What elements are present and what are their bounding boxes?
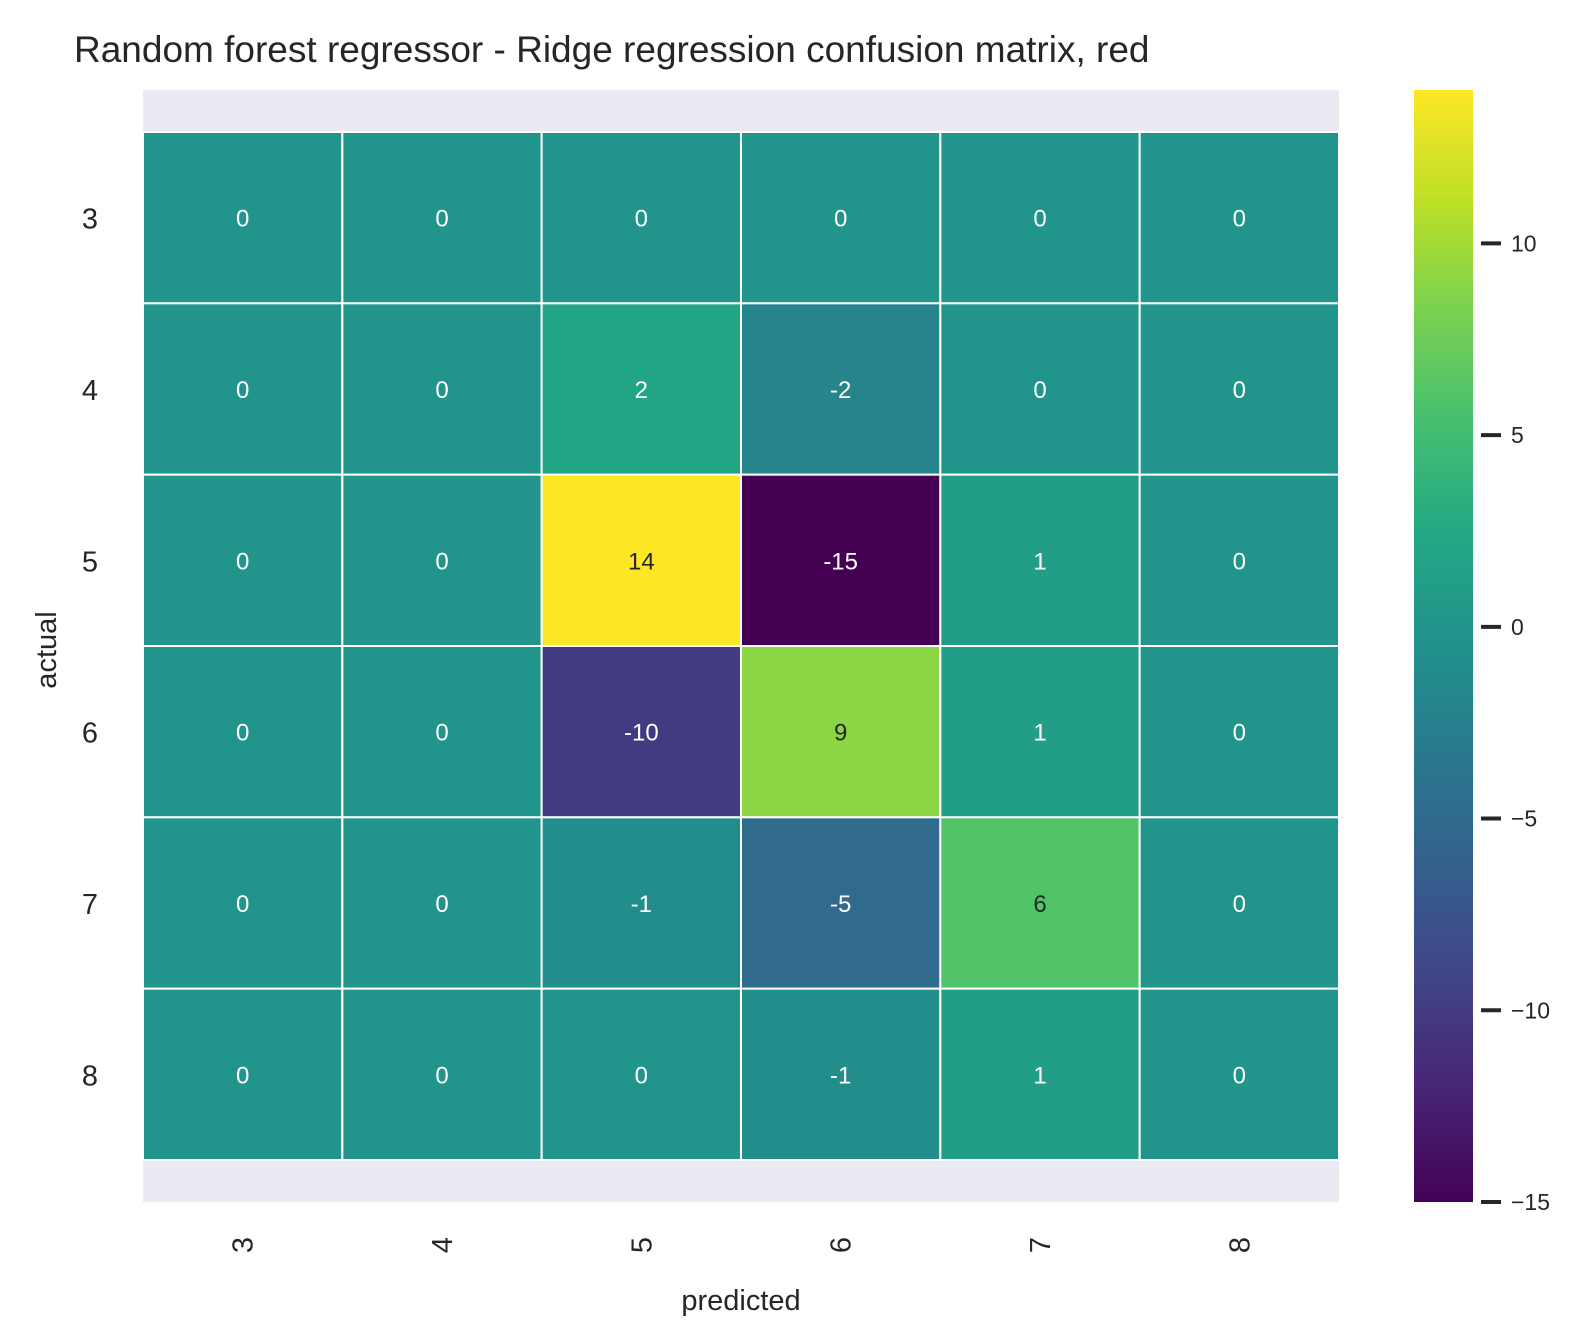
heatmap-cell — [1138, 816, 1340, 990]
heatmap-cell — [1138, 987, 1340, 1162]
cell-value-label: 0 — [1233, 891, 1246, 918]
cell-annotations: 0 0 0 0 0 00 0 2 -2 0 00 0 14 -15 1 00 0 -10 9 1 00 0 -1 -5 6 00 0… — [236, 206, 1246, 1090]
cell-value-label: 0 — [236, 720, 249, 747]
heatmap-cell — [939, 473, 1141, 647]
heatmap-cell — [142, 816, 344, 990]
cell-value-label: 0 — [236, 1062, 249, 1089]
cell-value-label: -15 — [823, 548, 858, 575]
colorbar-tick-label: −15 — [1511, 1189, 1550, 1215]
chart-title: Random forest regressor - Ridge regressi… — [74, 29, 1150, 70]
colorbar-tick-label: 5 — [1511, 422, 1524, 448]
x-tick-labels: 3 4 5 6 7 8 — [228, 1237, 1257, 1253]
cell-value-label: 0 — [236, 377, 249, 404]
heatmap-cell — [341, 645, 543, 819]
x-tick-label: 3 — [228, 1237, 260, 1253]
y-tick-label: 6 — [82, 718, 98, 750]
colorbar — [1414, 90, 1473, 1202]
cell-value-label: 0 — [435, 548, 448, 575]
colorbar-tick-label: 10 — [1511, 230, 1537, 256]
heatmap-cell — [740, 302, 942, 476]
x-tick-label: 6 — [826, 1237, 858, 1253]
heatmap-cell — [341, 473, 543, 647]
x-tick-label: 4 — [427, 1237, 459, 1253]
cell-value-label: 0 — [236, 206, 249, 233]
cell-value-label: 0 — [1233, 720, 1246, 747]
x-tick-label: 7 — [1025, 1237, 1057, 1253]
heatmap-cell — [939, 645, 1141, 819]
heatmap-cell — [1138, 473, 1340, 647]
heatmap-cell — [341, 816, 543, 990]
heatmap-cell — [540, 473, 743, 647]
heatmap-cell — [540, 131, 743, 305]
heatmap-cell — [939, 987, 1141, 1162]
x-axis-label: predicted — [681, 1285, 800, 1317]
cell-value-label: 9 — [834, 720, 847, 747]
cell-value-label: -10 — [624, 720, 659, 747]
cell-value-label: 0 — [236, 548, 249, 575]
heatmap-cell — [341, 302, 543, 476]
cell-value-label: 14 — [628, 548, 655, 575]
x-tick-label: 5 — [626, 1237, 658, 1253]
heatmap-cell — [1138, 302, 1340, 476]
cell-value-label: 0 — [1233, 548, 1246, 575]
cell-value-label: 0 — [1233, 1062, 1246, 1089]
cell-value-label: 0 — [1233, 206, 1246, 233]
heatmap-cell — [740, 987, 942, 1162]
heatmap-cell — [341, 131, 543, 305]
cell-value-label: 0 — [1033, 206, 1046, 233]
colorbar-ticks: 10 5 0 −5 −10 −15 — [1481, 230, 1550, 1215]
heatmap-cell — [740, 131, 942, 305]
heatmap-cell — [142, 473, 344, 647]
heatmap-cell — [142, 131, 344, 305]
cell-value-label: 1 — [1033, 548, 1046, 575]
colorbar-tick-label: −5 — [1511, 806, 1537, 832]
cell-value-label: 0 — [1033, 377, 1046, 404]
cell-value-label: 0 — [1233, 377, 1246, 404]
cell-value-label: 0 — [435, 206, 448, 233]
heatmap-cells — [142, 131, 1340, 1162]
y-tick-label: 8 — [82, 1060, 98, 1092]
cell-value-label: -5 — [830, 891, 851, 918]
heatmap-cell — [540, 987, 743, 1162]
cell-value-label: 0 — [236, 891, 249, 918]
cell-value-label: -1 — [631, 891, 652, 918]
cell-value-label: 0 — [435, 720, 448, 747]
heatmap-cell — [540, 645, 743, 819]
heatmap-cell — [142, 645, 344, 819]
cell-value-label: 1 — [1033, 1062, 1046, 1089]
colorbar-tick-label: 0 — [1511, 614, 1524, 640]
cell-value-label: 0 — [635, 206, 648, 233]
y-tick-label: 5 — [82, 546, 98, 578]
cell-value-label: 0 — [435, 377, 448, 404]
y-axis-label: actual — [31, 611, 63, 688]
x-tick-label: 8 — [1224, 1237, 1256, 1253]
cell-value-label: -1 — [830, 1062, 851, 1089]
cell-value-label: 0 — [435, 891, 448, 918]
cell-value-label: 0 — [834, 206, 847, 233]
heatmap-cell — [740, 473, 942, 647]
colorbar-tick-label: −10 — [1511, 997, 1550, 1023]
y-tick-label: 7 — [82, 889, 98, 921]
y-tick-label: 4 — [82, 375, 98, 407]
cell-value-label: 1 — [1033, 720, 1046, 747]
heatmap-cell — [142, 302, 344, 476]
heatmap-cell — [939, 816, 1141, 990]
heatmap-cell — [1138, 645, 1340, 819]
cell-value-label: 0 — [435, 1062, 448, 1089]
heatmap-cell — [740, 645, 942, 819]
cell-value-label: 2 — [635, 377, 648, 404]
y-tick-labels: 3 4 5 6 7 8 — [82, 204, 98, 1093]
heatmap-cell — [540, 302, 743, 476]
cell-value-label: 0 — [635, 1062, 648, 1089]
cell-value-label: -2 — [830, 377, 851, 404]
heatmap-cell — [142, 987, 344, 1162]
y-tick-label: 3 — [82, 204, 98, 236]
cell-value-label: 6 — [1033, 891, 1046, 918]
